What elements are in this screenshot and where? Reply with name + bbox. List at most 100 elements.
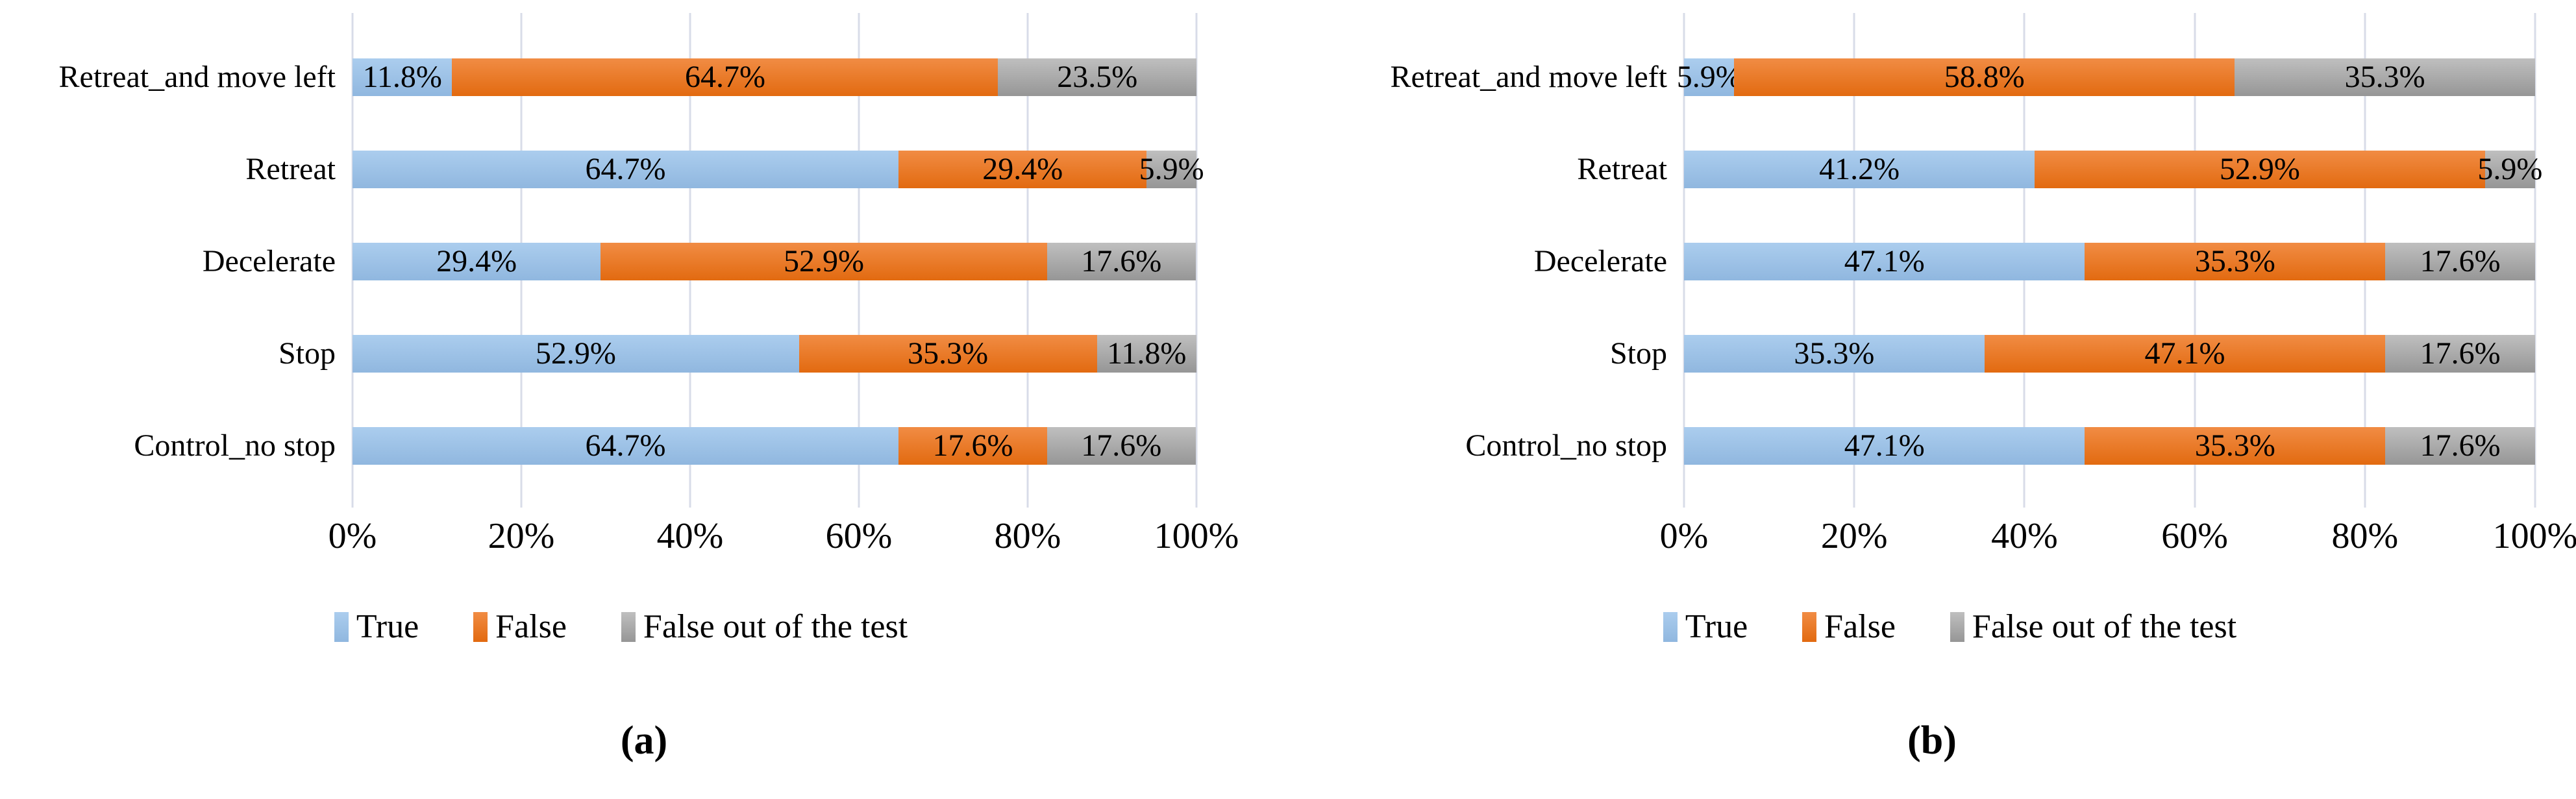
data-label: 5.9%	[1676, 60, 1742, 94]
segment-true: 64.7%	[353, 151, 899, 188]
caption-a: (a)	[620, 719, 668, 763]
data-label: 35.3%	[1794, 336, 1875, 371]
segment-false: 17.6%	[898, 427, 1047, 465]
data-label: 35.3%	[2194, 428, 2275, 463]
segment-false-out-of-the-test: 17.6%	[1046, 243, 1196, 280]
data-label: 52.9%	[535, 336, 616, 371]
bar-row-stop: Stop 52.9% 35.3% 11.8%	[45, 308, 1196, 400]
data-label: 41.2%	[1819, 152, 1900, 186]
segment-false: 52.9%	[601, 243, 1047, 280]
legend-label-true: True	[356, 608, 419, 645]
bar-track: 52.9% 35.3% 11.8%	[353, 335, 1196, 373]
bar-track: 11.8% 64.7% 23.5%	[353, 58, 1196, 96]
segment-false-out-of-the-test: 35.3%	[2235, 58, 2535, 96]
chart-area-b: Retreat_and move left 5.9% 58.8% 35.3% Retre…	[1288, 13, 2576, 644]
plot-b: Retreat_and move left 5.9% 58.8% 35.3% Retre…	[1365, 13, 2542, 508]
bar-track: 29.4% 52.9% 17.6%	[353, 243, 1196, 280]
gridline-100	[1195, 13, 1198, 508]
segment-true: 5.9%	[1677, 58, 1742, 96]
category-label-control-no-stop: Control_no stop	[1465, 428, 1667, 463]
rows: Retreat_and move left 11.8% 64.7% 23.5% Retr…	[45, 13, 1204, 508]
bar-row-control-no-stop: Control_no stop 47.1% 35.3% 17.6%	[1365, 400, 2535, 492]
data-label: 47.1%	[2144, 336, 2225, 371]
segment-false-out-of-the-test: 17.6%	[2385, 335, 2535, 373]
segment-false-out-of-the-test: 11.8%	[1096, 335, 1196, 373]
bar-track: 47.1% 35.3% 17.6%	[1684, 243, 2535, 280]
segment-false: 52.9%	[2035, 151, 2485, 188]
data-label: 52.9%	[2219, 152, 2300, 186]
segment-true: 41.2%	[1684, 151, 2035, 188]
category-label-stop: Stop	[1609, 336, 1667, 371]
category-label-decelerate: Decelerate	[1533, 244, 1667, 278]
legend-item-true: True	[334, 610, 419, 644]
chart-panel-b: Retreat_and move left 5.9% 58.8% 35.3% Retre…	[1288, 0, 2576, 799]
rows: Retreat_and move left 5.9% 58.8% 35.3% Retre…	[1365, 13, 2542, 508]
bar-row-decelerate: Decelerate 29.4% 52.9% 17.6%	[45, 215, 1196, 308]
segment-false: 35.3%	[799, 335, 1097, 373]
x-axis: 0% 20% 40% 60% 80% 100%	[328, 516, 1239, 558]
data-label: 47.1%	[1844, 244, 1925, 278]
data-label: 5.9%	[1139, 152, 1204, 186]
gridline-100	[2534, 13, 2536, 508]
segment-false-out-of-the-test: 17.6%	[2385, 427, 2535, 465]
segment-false: 35.3%	[2085, 243, 2386, 280]
data-label: 29.4%	[436, 244, 517, 278]
legend-item-false: False	[1802, 610, 1896, 644]
segment-false-out-of-the-test: 5.9%	[1139, 151, 1204, 188]
data-label: 17.6%	[1081, 244, 1162, 278]
bar-track: 47.1% 35.3% 17.6%	[1684, 427, 2535, 465]
segment-true: 29.4%	[353, 243, 601, 280]
x-tick-100: 100%	[2492, 516, 2576, 556]
legend-swatch-false-out-of-the-test-icon	[621, 612, 636, 642]
legend-swatch-true-icon	[334, 612, 349, 642]
bar-track: 5.9% 58.8% 35.3%	[1677, 58, 2535, 96]
data-label: 64.7%	[585, 152, 666, 186]
segment-true: 64.7%	[353, 427, 899, 465]
segment-true: 35.3%	[1684, 335, 1985, 373]
data-label: 17.6%	[932, 428, 1013, 463]
data-label: 17.6%	[2420, 336, 2501, 371]
data-label: 23.5%	[1057, 60, 1138, 94]
segment-false: 29.4%	[898, 151, 1147, 188]
bar-row-retreat: Retreat 64.7% 29.4% 5.9%	[45, 123, 1204, 215]
x-tick-80: 80%	[994, 516, 1061, 556]
x-tick-0: 0%	[1659, 516, 1709, 556]
x-axis: 0% 20% 40% 60% 80% 100%	[1660, 517, 2576, 558]
bar-row-control-no-stop: Control_no stop 64.7% 17.6% 17.6%	[45, 400, 1196, 492]
x-tick-100: 100%	[1154, 516, 1239, 556]
bar-row-retreat-and-move-left: Retreat_and move left 11.8% 64.7% 23.5%	[45, 31, 1196, 123]
legend-label-false: False	[1824, 608, 1896, 645]
segment-false: 64.7%	[452, 58, 998, 96]
data-label: 11.8%	[362, 60, 442, 94]
segment-true: 47.1%	[1684, 243, 2085, 280]
caption-b: (b)	[1907, 719, 1957, 763]
segment-true: 47.1%	[1684, 427, 2085, 465]
category-label-stop: Stop	[278, 336, 336, 371]
segment-false-out-of-the-test: 5.9%	[2477, 151, 2542, 188]
data-label: 17.6%	[2420, 428, 2501, 463]
bar-track: 41.2% 52.9% 5.9%	[1684, 151, 2542, 188]
category-label-retreat-and-move-left: Retreat_and move left	[1390, 60, 1668, 94]
bar-track: 35.3% 47.1% 17.6%	[1684, 335, 2535, 373]
category-label-retreat: Retreat	[245, 152, 336, 186]
data-label: 29.4%	[982, 152, 1063, 186]
data-label: 5.9%	[2477, 152, 2543, 186]
legend-swatch-false-out-of-the-test-icon	[1950, 612, 1964, 642]
data-label: 35.3%	[2194, 244, 2275, 278]
x-tick-20: 20%	[488, 516, 555, 556]
legend-swatch-false-icon	[1802, 612, 1817, 642]
legend-label-false: False	[495, 608, 567, 645]
data-label: 35.3%	[908, 336, 989, 371]
segment-false-out-of-the-test: 17.6%	[2385, 243, 2535, 280]
legend-item-true: True	[1663, 610, 1748, 644]
chart-panel-a: Retreat_and move left 11.8% 64.7% 23.5% Retr…	[45, 13, 1239, 763]
segment-false: 58.8%	[1734, 58, 2235, 96]
data-label: 11.8%	[1107, 336, 1187, 371]
legend: True False False out of the test	[1365, 610, 2535, 644]
category-label-retreat: Retreat	[1577, 152, 1667, 186]
plot-a: Retreat_and move left 11.8% 64.7% 23.5% Retr…	[45, 13, 1204, 508]
bar-track: 64.7% 17.6% 17.6%	[353, 427, 1196, 465]
segment-false: 47.1%	[1984, 335, 2386, 373]
segment-false: 35.3%	[2085, 427, 2386, 465]
